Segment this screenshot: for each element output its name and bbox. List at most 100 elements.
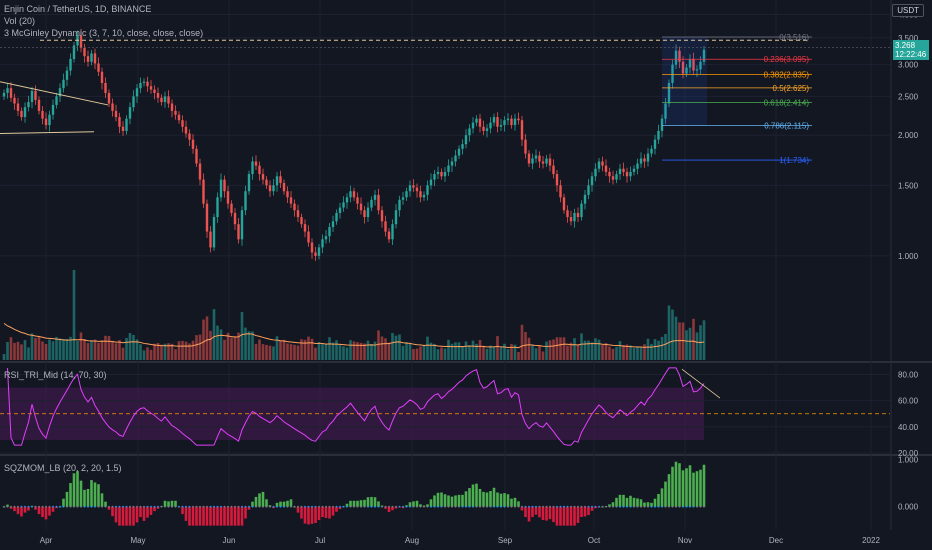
sqz-dot [451,505,453,508]
candle-body [373,194,377,200]
sqz-dot [73,505,75,508]
sqzmom-bar [671,466,674,507]
sqzmom-bar [121,506,125,526]
volume-bar [545,341,548,360]
sqzmom-bar [639,499,643,507]
sqzmom-bar [695,471,699,507]
sqzmom-bar [352,500,356,507]
candle-body [702,49,706,62]
volume-bar [433,343,436,360]
mcginley-line [3,322,705,349]
sqz-dot [584,505,586,508]
candle-body [650,148,653,154]
candle-body [422,194,426,198]
candle-body [181,120,184,127]
candle-body [125,118,128,131]
candle-body [6,88,9,93]
sqzmom-bar [433,495,436,507]
volume-bar [16,341,20,360]
sqzmom-bar [678,463,681,507]
sqzmom-bar [335,506,338,512]
sqz-dot [139,505,142,508]
sqz-dot [605,505,607,508]
candle-body [429,179,433,186]
currency-button[interactable]: USDT [892,4,924,17]
sqzmom-bar [167,501,170,507]
sqzmom-bar [366,497,370,507]
fib-level-label: 0.5(2.625) [773,84,810,93]
sqz-dot [381,505,383,508]
sqz-dot [542,505,544,508]
candle-body [426,185,429,195]
volume-bar [629,345,632,360]
sqz-dot [608,505,611,508]
sqz-dot [143,505,145,508]
sqz-dot [426,505,429,508]
volume-bar [93,339,97,360]
candle-body [604,165,608,172]
sqz-dot [136,505,138,508]
sqzmom-bar [615,497,618,507]
sqz-dot [528,505,530,508]
volume-bar [524,332,527,360]
volume-bar [471,340,475,360]
volume-bar [9,337,13,360]
candle-body [328,227,331,237]
sqzmom-bar [674,461,678,507]
sqzmom-bar [524,506,527,518]
volume-bar [118,340,121,360]
candle-body [534,155,538,159]
sqzmom-bar [27,506,30,511]
candle-body [419,191,422,198]
volume-bar [597,339,601,360]
sqzmom-bar [468,488,471,507]
volume-bar [674,316,678,360]
volume-bar [279,340,282,360]
volume-bar [282,339,286,360]
candle-body [2,92,6,97]
volume-bar [510,344,513,360]
candle-body [356,197,359,204]
candle-body [104,82,107,93]
volume-bar [503,343,506,360]
candle-body [664,103,667,119]
sqz-dot [647,505,649,508]
sqzmom-bar [625,497,629,507]
sqzmom-bar [660,488,664,507]
volume-bar [174,349,177,360]
sqzmom-bar [324,506,328,518]
volume-bar [405,342,408,360]
sqz-dot [636,505,639,508]
x-tick-label: 2022 [862,536,880,545]
sqzmom-bar [667,474,671,507]
sqz-dot [689,505,691,508]
sqzmom-bar [566,506,569,526]
x-tick-label: Nov [678,536,692,545]
candle-body [590,176,594,186]
candle-body [461,144,464,149]
volume-bar [583,340,587,360]
candle-body [342,202,345,208]
sqzmom-bar [97,484,100,507]
main-legend: Enjin Coin / TetherUS, 1D, BINANCE Vol (… [4,3,203,39]
candle-body [111,103,114,111]
sqzmom-bar [436,492,440,507]
candle-body [611,176,615,180]
sqzmom-bar [226,506,230,526]
sqzmom-bar [237,506,240,526]
sqz-dot [398,505,401,508]
candle-body [93,53,97,64]
volume-bar [23,340,27,360]
volume-bar [377,330,380,360]
sqz-dot [370,505,373,508]
sqz-dot [115,505,117,508]
candle-body [685,67,688,74]
volume-bar [559,337,562,360]
candle-body [657,130,660,140]
candle-body [149,86,153,90]
sqz-dot [587,505,590,508]
volume-bar [443,348,447,360]
volume-bar [265,344,268,360]
candle-body [314,252,317,256]
